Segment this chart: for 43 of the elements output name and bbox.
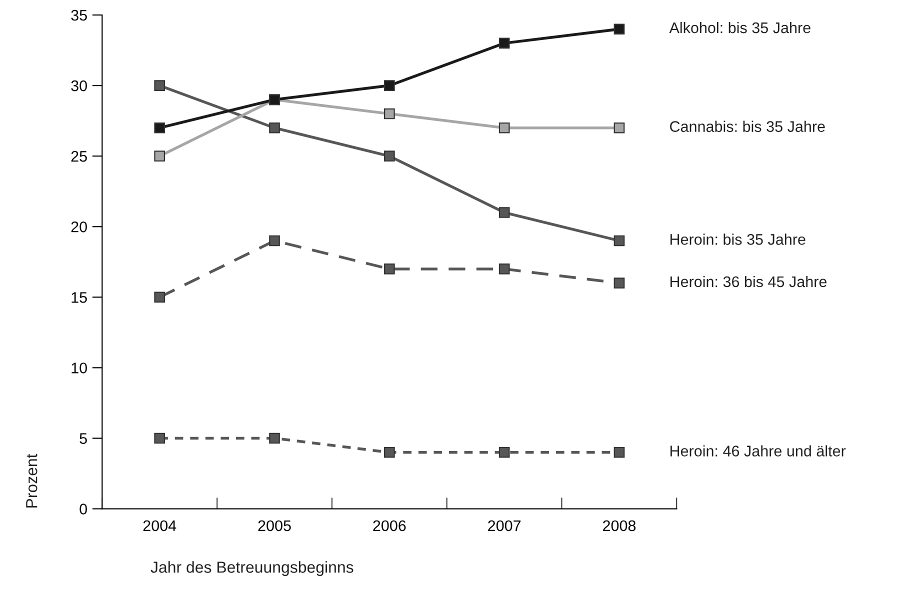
y-tick-label: 5 xyxy=(80,433,87,444)
point xyxy=(498,38,510,49)
text: Heroin: 36 bis 45 Jahre xyxy=(670,276,827,288)
point xyxy=(154,432,166,444)
x-tick-label: 2005 xyxy=(258,520,291,532)
point xyxy=(154,150,166,162)
point xyxy=(269,122,280,134)
point xyxy=(154,292,166,303)
text: Heroin: 46 Jahre und älter xyxy=(670,445,846,456)
point xyxy=(498,122,510,134)
point xyxy=(498,446,510,458)
point xyxy=(384,264,395,274)
x-tick-label: 2006 xyxy=(373,520,406,532)
point xyxy=(154,80,166,91)
y-tick-label: 0 xyxy=(80,504,87,514)
x-axis-title: Jahr des Betreuungsbeginns xyxy=(150,561,354,576)
point xyxy=(498,207,510,218)
x-tick-label: 2008 xyxy=(603,520,636,532)
y-tick-label: 35 xyxy=(71,10,87,21)
text: Heroin: bis 35 Jahre xyxy=(670,234,806,245)
text: Cannabis: bis 35 Jahre xyxy=(670,120,825,132)
y-tick-label: 20 xyxy=(71,221,87,232)
point xyxy=(384,80,395,91)
x-tick-label: 2007 xyxy=(488,520,521,532)
point xyxy=(614,122,625,134)
point xyxy=(269,235,280,246)
y-tick-label: 25 xyxy=(71,150,87,162)
y-axis-title: Prozent xyxy=(26,454,38,508)
text: Alkohol: bis 35 Jahre xyxy=(669,22,810,34)
y-tick-label: 15 xyxy=(72,292,87,303)
point xyxy=(614,278,625,288)
point xyxy=(384,108,395,120)
point xyxy=(614,235,625,246)
x-tick-label: 2004 xyxy=(143,520,176,532)
point xyxy=(384,446,395,458)
point xyxy=(269,432,280,444)
point xyxy=(614,446,625,458)
point xyxy=(498,264,510,274)
y-tick-label: 30 xyxy=(71,80,87,92)
y-tick-label: 10 xyxy=(72,362,87,374)
point xyxy=(154,122,166,134)
point xyxy=(384,150,395,162)
point xyxy=(614,24,625,35)
